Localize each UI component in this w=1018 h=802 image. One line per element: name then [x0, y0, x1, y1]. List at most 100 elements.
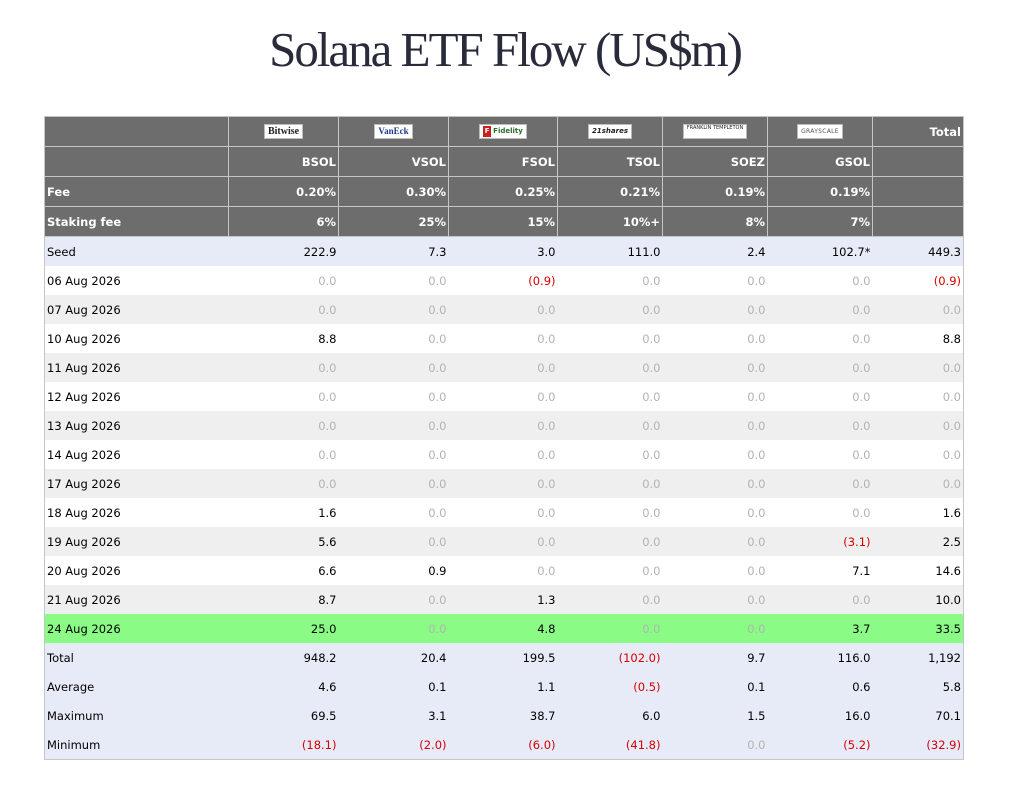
21shares-logo: 21shares [588, 124, 632, 139]
fee-row-label: Fee [44, 176, 229, 207]
flow-value-cell: 0.0 [662, 411, 768, 440]
flow-value-cell: 0.0 [662, 382, 768, 411]
staking-fee-row-label: Staking fee [44, 206, 229, 237]
flow-value-cell: 0.0 [557, 614, 663, 643]
row-total-cell: 0.0 [872, 382, 964, 411]
etf-flow-table: Bitwise VanEck F Fidelity 21shares FRANKL… [44, 116, 964, 760]
flow-value-cell: 8.8 [228, 324, 339, 353]
row-label: 11 Aug 2026 [44, 353, 229, 382]
17-aug-2026-row: 17 Aug 2026 0.0 0.0 0.0 0.0 0.0 0.0 0.0 [44, 469, 964, 498]
flow-value-cell: 0.0 [448, 556, 558, 585]
flow-value-cell: 0.0 [767, 498, 873, 527]
issuer-logo-row: Bitwise VanEck F Fidelity 21shares FRANKL… [44, 116, 964, 147]
flow-value-cell: 0.0 [767, 469, 873, 498]
flow-value-cell: 0.0 [338, 324, 449, 353]
flow-value-cell: 20.4 [338, 643, 449, 672]
vaneck-logo: VanEck [374, 124, 413, 139]
flow-value-cell: 0.0 [338, 527, 449, 556]
flow-value-cell: 0.0 [662, 527, 768, 556]
flow-value-cell: 0.0 [557, 527, 663, 556]
flow-value-cell: 0.0 [557, 440, 663, 469]
row-total-cell: 0.0 [872, 411, 964, 440]
header-corner-cell [44, 116, 229, 147]
flow-value-cell: 0.0 [228, 469, 339, 498]
flow-value-cell: 0.9 [338, 556, 449, 585]
flow-value-cell: 0.0 [662, 585, 768, 614]
flow-value-cell: 7.3 [338, 236, 449, 266]
11-aug-2026-row: 11 Aug 2026 0.0 0.0 0.0 0.0 0.0 0.0 0.0 [44, 353, 964, 382]
flow-value-cell: 948.2 [228, 643, 339, 672]
flow-value-cell: 199.5 [448, 643, 558, 672]
seed-row: Seed 222.9 7.3 3.0 111.0 2.4 102.7* 449.3 [44, 236, 964, 266]
flow-value-cell: 102.7* [767, 236, 873, 266]
fidelity-logo-text: Fidelity [493, 127, 523, 135]
flow-value-cell: 0.0 [448, 382, 558, 411]
flow-value-cell: (0.5) [557, 672, 663, 701]
flow-value-cell: 0.0 [662, 295, 768, 324]
row-label: 12 Aug 2026 [44, 382, 229, 411]
flow-value-cell: 1.6 [228, 498, 339, 527]
flow-value-cell: 0.0 [767, 353, 873, 382]
flow-value-cell: 3.0 [448, 236, 558, 266]
issuer-logo-cell: Bitwise [228, 116, 339, 147]
row-label: 10 Aug 2026 [44, 324, 229, 353]
flow-value-cell: 0.0 [767, 585, 873, 614]
flow-value-cell: 0.0 [338, 266, 449, 295]
row-total-cell: 0.0 [872, 469, 964, 498]
flow-value-cell: 1.3 [448, 585, 558, 614]
flow-value-cell: 0.0 [662, 324, 768, 353]
flow-value-cell: (5.2) [767, 730, 873, 760]
24-aug-2026-row: 24 Aug 2026 25.0 0.0 4.8 0.0 0.0 3.7 33.5 [44, 614, 964, 643]
minimum-row: Minimum (18.1) (2.0) (6.0) (41.8) 0.0 (5.2) (32… [44, 730, 964, 760]
flow-value-cell: 1.5 [662, 701, 768, 730]
flow-value-cell: 0.0 [228, 440, 339, 469]
ticker-cell: GSOL [767, 146, 873, 177]
flow-value-cell: 0.0 [557, 266, 663, 295]
10-aug-2026-row: 10 Aug 2026 8.8 0.0 0.0 0.0 0.0 0.0 8.8 [44, 324, 964, 353]
fee-cell: 0.19% [767, 176, 873, 207]
flow-value-cell: 0.0 [338, 411, 449, 440]
ticker-cell: TSOL [557, 146, 663, 177]
franklin-templeton-logo: FRANKLIN TEMPLETON [682, 124, 748, 139]
13-aug-2026-row: 13 Aug 2026 0.0 0.0 0.0 0.0 0.0 0.0 0.0 [44, 411, 964, 440]
flow-value-cell: 0.6 [767, 672, 873, 701]
flow-value-cell: 4.8 [448, 614, 558, 643]
row-total-cell: 10.0 [872, 585, 964, 614]
flow-value-cell: 0.0 [448, 469, 558, 498]
flow-value-cell: 0.0 [767, 324, 873, 353]
row-label: 20 Aug 2026 [44, 556, 229, 585]
row-label: 21 Aug 2026 [44, 585, 229, 614]
flow-value-cell: 1.1 [448, 672, 558, 701]
ticker-cell: FSOL [448, 146, 558, 177]
flow-value-cell: 6.6 [228, 556, 339, 585]
flow-value-cell: 0.0 [228, 411, 339, 440]
14-aug-2026-row: 14 Aug 2026 0.0 0.0 0.0 0.0 0.0 0.0 0.0 [44, 440, 964, 469]
flow-value-cell: 0.0 [557, 295, 663, 324]
fee-total-cell [872, 176, 964, 207]
total-row: Total 948.2 20.4 199.5 (102.0) 9.7 116.0 1,192 [44, 643, 964, 672]
staking-fee-cell: 8% [662, 206, 768, 237]
row-label: Seed [44, 236, 229, 266]
row-label: Maximum [44, 701, 229, 730]
flow-value-cell: 0.0 [557, 324, 663, 353]
flow-value-cell: 0.0 [338, 469, 449, 498]
flow-value-cell: (0.9) [448, 266, 558, 295]
row-total-cell: 8.8 [872, 324, 964, 353]
flow-value-cell: 0.0 [448, 411, 558, 440]
flow-value-cell: 0.0 [557, 353, 663, 382]
flow-value-cell: 116.0 [767, 643, 873, 672]
flow-value-cell: 0.0 [338, 440, 449, 469]
07-aug-2026-row: 07 Aug 2026 0.0 0.0 0.0 0.0 0.0 0.0 0.0 [44, 295, 964, 324]
18-aug-2026-row: 18 Aug 2026 1.6 0.0 0.0 0.0 0.0 0.0 1.6 [44, 498, 964, 527]
staking-fee-row: Staking fee 6% 25% 15% 10%+ 8% 7% [44, 206, 964, 237]
flow-value-cell: 0.0 [557, 469, 663, 498]
maximum-row: Maximum 69.5 3.1 38.7 6.0 1.5 16.0 70.1 [44, 701, 964, 730]
fee-row: Fee 0.20% 0.30% 0.25% 0.21% 0.19% 0.19% [44, 176, 964, 207]
flow-value-cell: 0.0 [448, 324, 558, 353]
staking-fee-total-cell [872, 206, 964, 237]
row-label: Average [44, 672, 229, 701]
row-total-cell: 14.6 [872, 556, 964, 585]
flow-value-cell: 6.0 [557, 701, 663, 730]
flow-value-cell: 0.0 [767, 266, 873, 295]
row-label: Total [44, 643, 229, 672]
